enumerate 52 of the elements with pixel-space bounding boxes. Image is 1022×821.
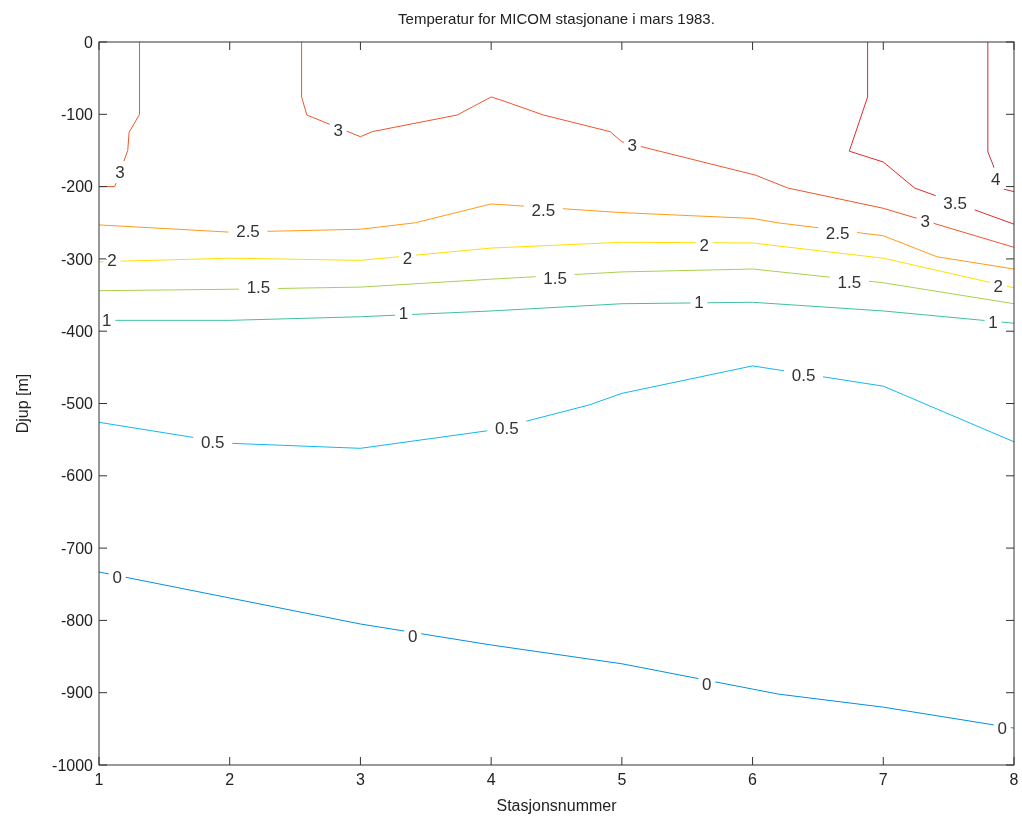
y-tick-label: -800 (60, 612, 94, 629)
y-tick-label: -400 (60, 322, 94, 340)
x-axis-title: Stasjonsnummer (496, 797, 618, 814)
annotation: 0 (702, 674, 712, 694)
x-tick-label: 5 (617, 771, 627, 788)
chart-title: Temperatur for MICOM stasjonane i mars 1983. (398, 10, 715, 27)
annotation: 2 (402, 249, 413, 269)
y-tick-label: -100 (60, 105, 94, 123)
annotation: 3 (920, 211, 930, 231)
annotation: 2.5 (825, 223, 850, 243)
annotation: 0.5 (495, 419, 519, 439)
annotation: 0 (112, 567, 123, 587)
line-series (98, 365, 1015, 449)
x-tick-label: 4 (486, 771, 496, 788)
x-tick-label: 3 (355, 771, 365, 788)
annotation: 1.5 (543, 268, 568, 288)
annotation: 2 (107, 251, 117, 271)
annotation: 3 (115, 163, 125, 183)
x-tick-label: 7 (878, 771, 888, 788)
x-tick-label: 2 (225, 771, 235, 788)
line-series (848, 41, 1015, 225)
annotation: 1.5 (246, 278, 271, 298)
annotation: 3.5 (943, 194, 967, 214)
annotation: 0.5 (200, 432, 225, 452)
annotation: 2 (993, 276, 1004, 296)
annotation: 4 (990, 169, 1001, 189)
y-tick-label: -300 (60, 250, 94, 268)
annotation: 1 (694, 293, 704, 313)
x-tick-label: 1 (94, 771, 104, 788)
annotation: 2.5 (236, 222, 260, 242)
y-tick-label: 0 (84, 33, 94, 51)
annotation: 3 (627, 135, 638, 155)
y-tick-label: -200 (60, 178, 94, 196)
annotation: 1 (102, 311, 112, 331)
annotation: 1 (398, 304, 409, 324)
annotation: 0 (407, 627, 418, 647)
y-axis-title: Djup [m] (14, 373, 31, 434)
annotation: 1.5 (837, 272, 862, 292)
y-tick-label: -900 (60, 684, 94, 702)
x-tick-label: 6 (748, 771, 758, 788)
annotation: 3 (333, 121, 343, 141)
y-tick-label: -500 (60, 395, 94, 413)
y-tick-label: -1000 (52, 756, 94, 774)
annotation: 2 (699, 236, 709, 256)
y-tick-label: -600 (60, 467, 94, 485)
y-tick-label: -700 (60, 539, 94, 557)
annotation: 0.5 (791, 366, 816, 386)
x-tick-label: 8 (1009, 771, 1019, 788)
annotation: 1 (988, 312, 998, 332)
annotation: 0 (997, 719, 1007, 739)
annotation: 2.5 (531, 200, 556, 220)
line-series (987, 41, 1015, 193)
